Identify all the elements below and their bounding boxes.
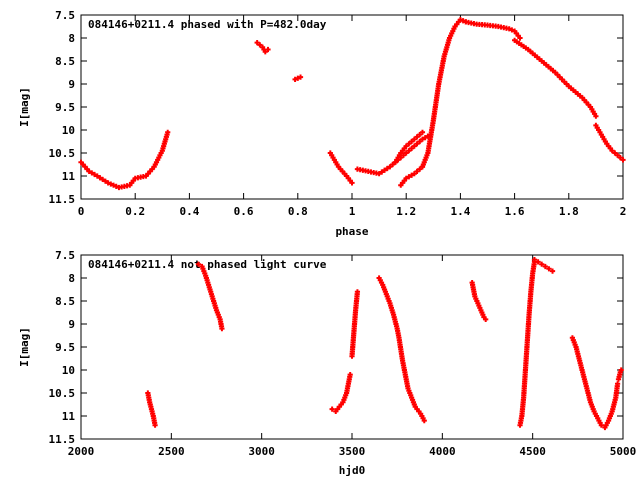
unphased-x-tick-label: 4500 — [519, 445, 546, 458]
unphased-data-point — [549, 268, 556, 274]
unphased-x-tick-label: 3000 — [248, 445, 275, 458]
phased-data-point — [620, 157, 626, 163]
unphased-data-points — [145, 257, 624, 431]
phased-y-tick-label: 10 — [62, 124, 75, 137]
phased-y-tick-label: 9 — [68, 78, 75, 91]
phased-data-point — [593, 113, 599, 119]
phased-plot-frame — [80, 14, 624, 200]
phased-x-tick-label: 1.8 — [559, 205, 579, 218]
unphased-y-tick-label: 11.5 — [49, 433, 76, 446]
phased-x-tick-label: 0.4 — [179, 205, 199, 218]
unphased-data-point — [542, 263, 548, 270]
unphased-y-tick-label: 10 — [62, 364, 75, 377]
unphased-data-point — [347, 372, 353, 378]
unphased-data-point — [539, 261, 545, 267]
phased-y-tick-label: 9.5 — [55, 101, 75, 114]
unphased-data-point — [152, 422, 158, 428]
unphased-y-tick-label: 9 — [68, 318, 75, 331]
phased-axis-ticks: 0 0.2 0.4 0.6 0.8 1 1.2 1.4 1.6 1.8 2 7.5 8 8.5 9 9.5 10… — [49, 9, 627, 218]
unphased-y-tick-label: 8 — [68, 272, 75, 285]
unphased-data-point — [531, 257, 538, 263]
unphased-y-tick-label: 8.5 — [55, 295, 75, 308]
phased-y-tick-label: 10.5 — [49, 147, 76, 160]
phased-y-tick-label: 7.5 — [55, 9, 75, 22]
unphased-data-point — [535, 259, 541, 265]
unphased-data-point — [354, 289, 361, 295]
unphased-y-tick-label: 9.5 — [55, 341, 75, 354]
unphased-x-tick-label: 2500 — [158, 445, 185, 458]
phased-data-points — [78, 17, 626, 191]
unphased-y-tick-label: 10.5 — [49, 387, 76, 400]
unphased-x-tick-label: 5000 — [610, 445, 637, 458]
phased-chart-title: 084146+0211.4 phased with P=482.0day — [88, 18, 327, 31]
phased-x-tick-label: 1.6 — [505, 205, 525, 218]
phased-x-tick-label: 1.4 — [450, 205, 470, 218]
phased-y-tick-label: 8.5 — [55, 55, 75, 68]
unphased-y-tick-label: 11 — [62, 410, 76, 423]
unphased-y-axis-label: I[mag] — [18, 327, 31, 367]
phased-light-curve-panel: 084146+0211.4 phased with P=482.0day pha… — [18, 9, 626, 238]
phased-x-tick-label: 1 — [349, 205, 356, 218]
phased-x-tick-label: 0 — [78, 205, 85, 218]
phased-x-axis-label: phase — [335, 225, 368, 238]
unphased-x-tick-label: 4000 — [429, 445, 456, 458]
unphased-data-point — [329, 406, 335, 412]
phased-y-tick-label: 8 — [68, 32, 75, 45]
unphased-data-point — [618, 367, 624, 373]
phased-data-point — [349, 180, 355, 186]
phased-y-axis-label: I[mag] — [18, 87, 31, 127]
unphased-chart-title: 084146+0211.4 not phased light curve — [88, 258, 327, 271]
phased-data-point — [265, 46, 271, 53]
unphased-data-point — [546, 266, 552, 272]
unphased-data-point — [219, 326, 225, 332]
unphased-data-point — [421, 418, 427, 424]
phased-x-tick-label: 0.6 — [234, 205, 254, 218]
phased-y-tick-label: 11.5 — [49, 193, 76, 206]
phased-data-point — [165, 129, 171, 135]
unphased-data-point — [614, 381, 621, 387]
phased-x-tick-label: 2 — [620, 205, 627, 218]
unphased-x-axis-label: hjd0 — [339, 464, 366, 477]
phased-x-tick-label: 0.2 — [125, 205, 145, 218]
unphased-axis-ticks: 2000 2500 3000 3500 4000 4500 5000 7.5 8 8.5 9 9.5 1… — [49, 249, 637, 458]
unphased-data-point — [598, 422, 604, 428]
phased-data-point — [517, 35, 523, 41]
phased-x-tick-label: 0.8 — [288, 205, 308, 218]
phased-x-tick-label: 1.2 — [396, 205, 416, 218]
unphased-data-point — [483, 316, 489, 322]
phased-data-point — [419, 129, 426, 135]
unphased-y-tick-label: 7.5 — [55, 249, 75, 262]
unphased-x-tick-label: 3500 — [339, 445, 366, 458]
unphased-x-tick-label: 2000 — [68, 445, 95, 458]
phased-y-tick-label: 11 — [62, 170, 76, 183]
unphased-data-point — [195, 261, 202, 267]
phased-data-point — [297, 74, 304, 80]
unphased-light-curve-panel: 084146+0211.4 not phased light curve hjd… — [18, 249, 636, 477]
